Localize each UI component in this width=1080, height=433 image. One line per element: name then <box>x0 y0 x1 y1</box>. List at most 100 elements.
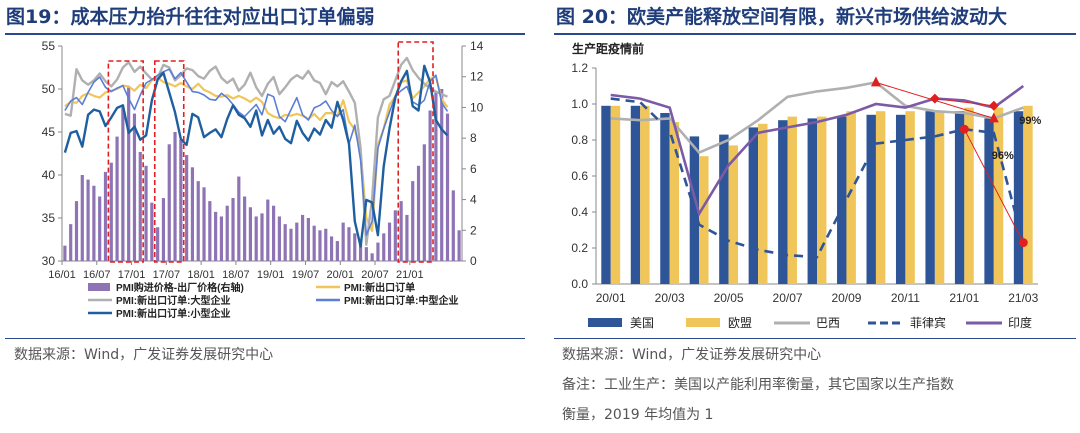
y-tick-label: 0.2 <box>571 241 588 255</box>
right-y-tick-label: 0 <box>470 254 477 268</box>
pmi-price-gap-bar <box>312 225 316 261</box>
pmi-price-gap-bar <box>295 222 299 261</box>
legend-label: 印度 <box>1008 315 1032 330</box>
us-bar <box>984 118 994 285</box>
pmi-price-gap-bar <box>237 176 241 261</box>
left-figure-title: 图19：成本压力抬升往往对应出口订单偏弱 <box>6 6 375 28</box>
pmi-price-gap-bar <box>289 228 293 261</box>
x-tick-label: 20/01 <box>596 291 626 305</box>
eu-bar <box>640 105 650 284</box>
pmi-price-gap-bar <box>434 92 438 261</box>
pmi-price-gap-bar <box>306 218 310 261</box>
left-source: 数据来源：Wind，广发证券发展研究中心 <box>14 347 274 363</box>
brazil-line <box>610 81 1024 155</box>
left-chart: 30 35 40 45 50 55 0 2 4 6 8 10 12 14 16/01 16/07 17/01 17… <box>42 39 484 320</box>
x-tick-label: 21/03 <box>1008 291 1038 305</box>
highlight-box <box>153 60 185 263</box>
legend-label: 美国 <box>630 316 654 330</box>
eu-bar <box>846 111 856 284</box>
pmi-price-gap-bar <box>196 181 200 261</box>
x-tick-label: 20/05 <box>714 291 744 305</box>
right-y-tick-label: 14 <box>470 39 484 53</box>
pmi-series-line-4 <box>63 64 449 248</box>
pmi-price-gap-bar <box>376 242 380 261</box>
pmi-price-gap-bar <box>445 113 450 261</box>
us-bar <box>778 120 788 284</box>
pmi-price-gap-bar <box>86 179 90 261</box>
x-tick-label: 21/01 <box>949 291 979 305</box>
pmi-price-gap-bar <box>144 165 148 261</box>
eu-bar <box>699 156 709 284</box>
pmi-price-gap-bar <box>341 222 345 261</box>
x-tick-label: 20/03 <box>655 291 685 305</box>
right-note-line2: 衡量，2019 年均值为 1 <box>562 407 714 423</box>
us-bar <box>895 114 906 284</box>
pmi-price-gap-bar <box>179 139 183 261</box>
x-tick-label: 17/01 <box>118 269 146 281</box>
pmi-price-gap-bar <box>382 233 386 261</box>
legend-label: PMI:新出口订单 <box>344 281 415 294</box>
pmi-price-gap-bar <box>416 165 421 261</box>
pmi-price-gap-bar <box>411 181 415 261</box>
pmi-price-gap-bar <box>457 230 461 261</box>
x-tick-label: 20/07 <box>361 269 389 281</box>
left-y-tick-label: 40 <box>42 168 56 182</box>
india-line <box>610 84 1025 218</box>
annotation-96pct: 96% <box>992 150 1014 162</box>
us-bar <box>866 114 876 284</box>
us-bar <box>954 111 965 284</box>
pmi-price-gap-bar <box>358 239 363 261</box>
right-chart: 生产距疫情前 0.0 0.2 0.4 0.6 0.8 1.0 1.2 20/01 20/03 20/… <box>571 41 1041 330</box>
right-y-tick-label: 4 <box>470 193 477 207</box>
pmi-price-gap-bar <box>260 213 264 261</box>
pmi-price-gap-bar <box>69 224 73 261</box>
pmi-price-gap-bar <box>202 187 206 261</box>
us-bar <box>630 105 641 284</box>
pmi-price-gap-bar <box>387 222 392 261</box>
pmi-price-gap-bar <box>225 205 229 261</box>
legend-label: PMI:新出口订单:小型企业 <box>116 307 230 320</box>
pmi-price-gap-bar <box>121 107 125 261</box>
eu-bar <box>934 111 945 284</box>
pmi-price-gap-bar <box>150 202 154 261</box>
y-tick-label: 1.0 <box>571 97 588 111</box>
pmi-price-gap-bar <box>156 227 160 261</box>
red-triangle-marker <box>988 112 999 123</box>
x-tick-label: 20/07 <box>773 291 803 305</box>
eu-bar <box>964 107 974 284</box>
legend-label: PMI:新出口订单:中型企业 <box>344 294 458 307</box>
pmi-price-gap-bar <box>243 196 247 261</box>
pmi-price-gap-bar <box>80 175 84 261</box>
pmi-price-gap-bar <box>324 228 328 261</box>
left-y-tick-label: 50 <box>42 82 56 96</box>
x-tick-label: 20/09 <box>831 291 861 305</box>
pmi-price-gap-bar <box>127 87 131 261</box>
pmi-price-gap-bar <box>98 196 102 261</box>
pmi-price-gap-bar <box>353 233 357 261</box>
right-chart-title: 生产距疫情前 <box>572 41 644 56</box>
eu-bar <box>905 111 915 284</box>
red-diamond-marker <box>988 100 999 111</box>
highlight-box <box>107 60 144 263</box>
pmi-price-gap-bar <box>214 211 218 261</box>
legend-label: PMI购进价格-出厂价格(右轴) <box>116 281 244 294</box>
pmi-price-gap-bar <box>300 214 305 261</box>
us-bar <box>807 118 817 285</box>
pmi-price-gap-bar <box>364 247 368 261</box>
eu-bar <box>610 105 621 284</box>
left-y-tick-label: 35 <box>42 211 56 225</box>
red-dot-marker <box>1018 238 1028 248</box>
x-tick-label: 18/01 <box>187 269 215 281</box>
pmi-price-gap-bar <box>335 241 339 261</box>
left-title-rule <box>5 33 525 35</box>
red-connector <box>963 128 1024 243</box>
philippines-line <box>610 97 1025 259</box>
us-bar <box>748 127 759 285</box>
pmi-price-gap-bar <box>428 110 432 261</box>
right-y-tick-label: 10 <box>470 100 484 114</box>
pmi-price-gap-bar <box>115 136 119 261</box>
right-source: 数据来源：Wind，广发证券发展研究中心 <box>562 347 822 363</box>
pmi-price-gap-bar <box>277 216 281 261</box>
legend-swatch-box <box>686 318 720 327</box>
pmi-price-gap-bar <box>173 132 177 261</box>
